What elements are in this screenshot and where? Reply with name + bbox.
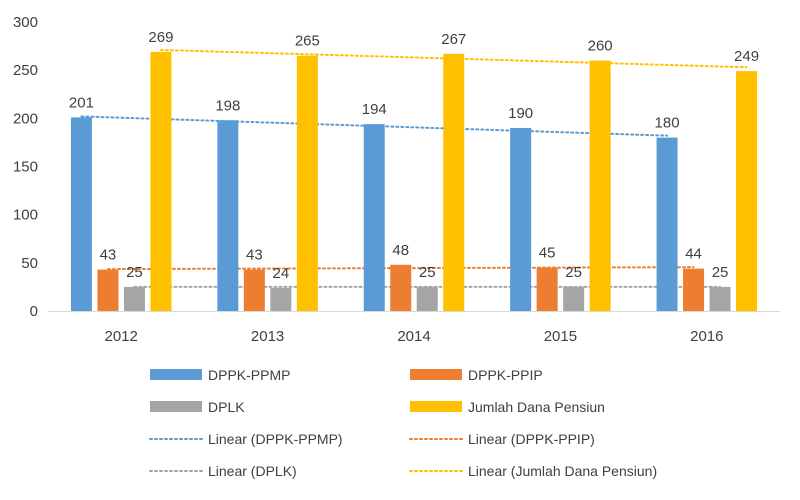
legend-swatch xyxy=(150,401,202,412)
bar-dplk xyxy=(123,286,145,311)
bar-jumlah-dana-pensiun xyxy=(150,51,172,311)
bar-dppk-ppmp xyxy=(656,137,678,311)
bar-dppk-ppmp xyxy=(510,127,532,311)
data-label: 190 xyxy=(508,105,533,122)
data-label: 24 xyxy=(273,265,290,282)
bar-dplk xyxy=(270,287,292,311)
bar-jumlah-dana-pensiun xyxy=(589,60,611,312)
legend-swatch xyxy=(410,369,462,380)
bar-layer xyxy=(70,51,758,312)
data-label: 43 xyxy=(100,247,117,264)
y-tick-label: 0 xyxy=(30,303,38,320)
data-label: 48 xyxy=(392,242,409,259)
bar-dplk xyxy=(563,286,585,311)
legend-label: DPPK-PPMP xyxy=(208,367,290,383)
legend-label: Linear (DPPK-PPIP) xyxy=(468,431,595,447)
data-label: 201 xyxy=(69,94,94,111)
legend-label: DPPK-PPIP xyxy=(468,367,543,383)
data-label: 194 xyxy=(362,101,387,118)
x-tick-label: 2016 xyxy=(690,328,723,345)
data-label-layer: 201 43 25 269 198 43 24 265 194 48 25 267 190 45 25 260… xyxy=(69,29,759,282)
bar-dppk-ppip xyxy=(243,269,265,311)
bar-dppk-ppmp xyxy=(363,124,385,311)
legend-label: Linear (DPPK-PPMP) xyxy=(208,431,343,447)
data-label: 265 xyxy=(295,33,320,50)
legend-label: Linear (DPLK) xyxy=(208,463,297,479)
bar-jumlah-dana-pensiun xyxy=(443,53,465,311)
bar-dplk xyxy=(416,286,438,311)
legend-label: Linear (Jumlah Dana Pensiun) xyxy=(468,463,657,479)
x-tick-label: 2012 xyxy=(105,328,138,345)
x-tick-label: 2013 xyxy=(251,328,284,345)
y-tick-label: 50 xyxy=(21,255,38,272)
data-label: 260 xyxy=(588,38,613,55)
data-label: 25 xyxy=(565,264,582,281)
data-label: 25 xyxy=(126,264,143,281)
bar-dppk-ppip xyxy=(536,267,558,311)
bar-dppk-ppip xyxy=(390,264,412,311)
bar-dppk-ppip xyxy=(97,269,119,311)
bar-dplk xyxy=(709,286,731,311)
data-label: 45 xyxy=(539,245,556,262)
data-label: 25 xyxy=(419,264,436,281)
data-label: 198 xyxy=(215,97,240,114)
legend-swatch xyxy=(150,369,202,380)
bar-dppk-ppmp xyxy=(217,120,239,311)
data-label: 269 xyxy=(148,29,173,46)
bar-dppk-ppip xyxy=(683,268,705,311)
legend-swatch xyxy=(410,401,462,412)
legend-label: Jumlah Dana Pensiun xyxy=(468,399,605,415)
legend: DPPK-PPMP DPPK-PPIP DPLK Jumlah Dana Pensiu… xyxy=(149,367,657,479)
y-tick-label: 100 xyxy=(13,207,38,224)
data-label: 249 xyxy=(734,48,759,65)
bar-dppk-ppmp xyxy=(70,117,92,312)
x-tick-label: 2014 xyxy=(397,328,430,345)
x-tick-label: 2015 xyxy=(544,328,577,345)
y-tick-label: 200 xyxy=(13,110,38,127)
axis-layer: 0 50 100 150 200 250 300 2012 2013 2014 2015 2016 xyxy=(13,14,780,345)
y-tick-label: 250 xyxy=(13,62,38,79)
y-tick-label: 300 xyxy=(13,14,38,31)
bar-jumlah-dana-pensiun xyxy=(296,55,318,311)
bar-jumlah-dana-pensiun xyxy=(736,71,758,311)
data-label: 267 xyxy=(441,31,466,48)
data-label: 44 xyxy=(685,246,702,263)
data-label: 180 xyxy=(655,115,680,132)
data-label: 25 xyxy=(712,264,729,281)
legend-label: DPLK xyxy=(208,399,245,415)
data-label: 43 xyxy=(246,247,263,264)
y-tick-label: 150 xyxy=(13,159,38,176)
trendline-layer xyxy=(80,48,748,288)
